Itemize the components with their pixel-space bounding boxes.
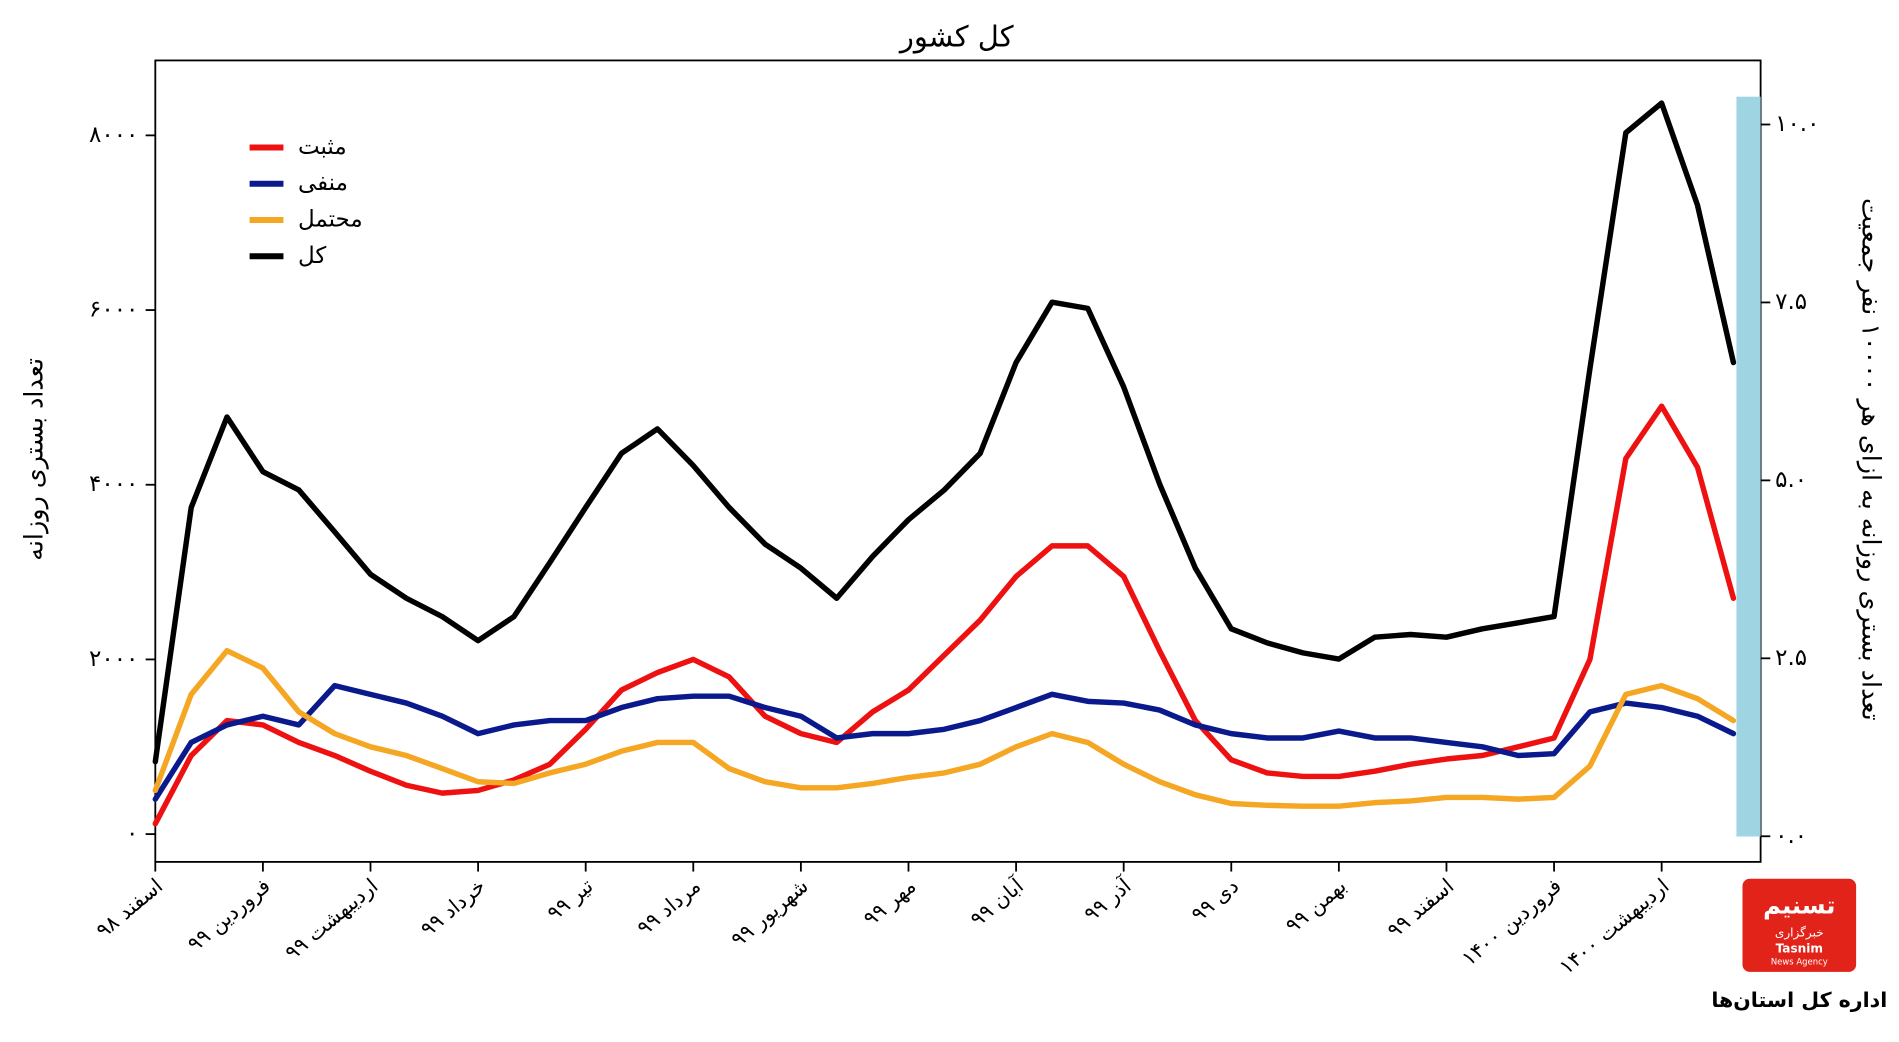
legend-label: منفی <box>298 170 348 196</box>
legend-label: کل <box>298 243 326 269</box>
logo-english: Tasnim <box>1776 941 1823 955</box>
y2-tick-label: ۱۰.۰ <box>1775 111 1819 137</box>
x-tick-label: شهریور ۹۹ <box>726 874 813 952</box>
logo: تسنیم خبرگزاری Tasnim News Agency اداره … <box>1711 878 1887 1012</box>
y-tick-label: ۴۰۰۰ <box>89 471 138 497</box>
x-tick-label: اسفند ۹۸ <box>91 874 167 943</box>
x-tick-label: تیر ۹۹ <box>542 874 597 926</box>
x-tick-label: بهمن ۹۹ <box>1281 874 1351 938</box>
logo-title: تسنیم <box>1763 892 1835 920</box>
series-line <box>152 403 1737 827</box>
chart-title: کل کشور <box>898 20 1014 54</box>
plot-frame <box>154 59 1762 863</box>
caption: اداره کل استان‌ها <box>1711 988 1887 1012</box>
y2-tick-label: ۵.۰ <box>1775 467 1807 493</box>
y-tick-label: ۲۰۰۰ <box>89 646 138 672</box>
x-tick-label: فروردین ۹۹ <box>183 874 275 957</box>
logo-english-sub: News Agency <box>1771 957 1828 967</box>
y2-tick-label: ۲.۵ <box>1775 645 1807 671</box>
y-tick-label: ۸۰۰۰ <box>89 122 138 148</box>
x-tick-label: خرداد ۹۹ <box>416 874 490 942</box>
x-tick-label: آذر ۹۹ <box>1079 872 1137 926</box>
logo-subtitle: خبرگزاری <box>1775 926 1824 941</box>
y2-axis-label: تعداد بستری روزانه به ازای هر ۱۰۰۰۰ نفر … <box>1855 198 1886 721</box>
y-tick-label: ۶۰۰۰ <box>89 297 138 323</box>
x-tick-label: اسفند ۹۹ <box>1383 874 1459 943</box>
legend-label: محتمل <box>298 207 363 233</box>
y-tick-label: ۰ <box>126 821 138 847</box>
series-line <box>152 100 1737 765</box>
x-tick-label: مرداد ۹۹ <box>632 874 705 941</box>
y2-tick-label: ۰.۰ <box>1775 823 1807 849</box>
y-axis-label: تعداد بستری روزانه <box>19 358 50 561</box>
x-tick-label: مهر ۹۹ <box>859 874 921 931</box>
logo-box <box>1742 878 1857 972</box>
x-tick-label: دی ۹۹ <box>1187 874 1244 927</box>
x-tick-label: فروردین ۱۴۰۰ <box>1457 874 1566 971</box>
x-tick-label: اردیبهشت ۹۹ <box>280 874 382 965</box>
legend-label: مثبت <box>298 134 347 160</box>
highlight-band <box>1736 96 1761 837</box>
series-line <box>152 647 1737 809</box>
series-line <box>152 682 1737 802</box>
x-tick-label: اردیبهشت ۱۴۰۰ <box>1555 874 1674 979</box>
y2-tick-label: ۷.۵ <box>1775 289 1807 315</box>
x-tick-label: آبان ۹۹ <box>965 872 1029 931</box>
